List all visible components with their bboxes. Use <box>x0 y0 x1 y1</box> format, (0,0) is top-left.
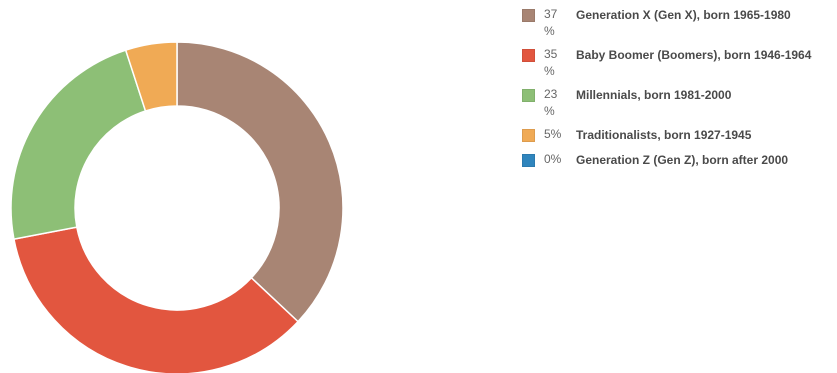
legend-percent: 23 % <box>544 87 558 118</box>
legend-swatch <box>522 9 535 22</box>
legend-swatch <box>522 154 535 167</box>
donut-chart-svg <box>10 41 344 373</box>
legend-percent: 0% <box>544 152 562 166</box>
donut-slice-2[interactable] <box>10 49 147 240</box>
legend-label: Traditionalists, born 1927-1945 <box>576 128 752 142</box>
legend-swatch <box>522 129 535 142</box>
legend-label: Millennials, born 1981-2000 <box>576 88 732 102</box>
donut-slice-1[interactable] <box>13 226 300 373</box>
legend-item-4[interactable]: 0% Generation Z (Gen Z), born after 2000 <box>522 151 832 170</box>
chart-legend: 37 % Generation X (Gen X), born 1965-1980… <box>522 6 832 176</box>
donut-slice-3[interactable] <box>124 41 178 112</box>
legend-label: Baby Boomer (Boomers), born 1946-1964 <box>576 48 812 62</box>
legend-swatch <box>522 49 535 62</box>
legend-percent: 37 % <box>544 7 558 38</box>
legend-item-3[interactable]: 5% Traditionalists, born 1927-1945 <box>522 126 832 145</box>
legend-label: Generation Z (Gen Z), born after 2000 <box>576 153 789 167</box>
legend-percent: 35 % <box>544 47 558 78</box>
legend-item-0[interactable]: 37 % Generation X (Gen X), born 1965-1980 <box>522 6 832 40</box>
legend-item-2[interactable]: 23 % Millennials, born 1981-2000 <box>522 86 832 120</box>
legend-percent: 5% <box>544 127 562 141</box>
legend-item-1[interactable]: 35 % Baby Boomer (Boomers), born 1946-196… <box>522 46 832 80</box>
legend-label: Generation X (Gen X), born 1965-1980 <box>576 8 791 22</box>
donut-slice-0[interactable] <box>176 41 344 323</box>
legend-swatch <box>522 89 535 102</box>
